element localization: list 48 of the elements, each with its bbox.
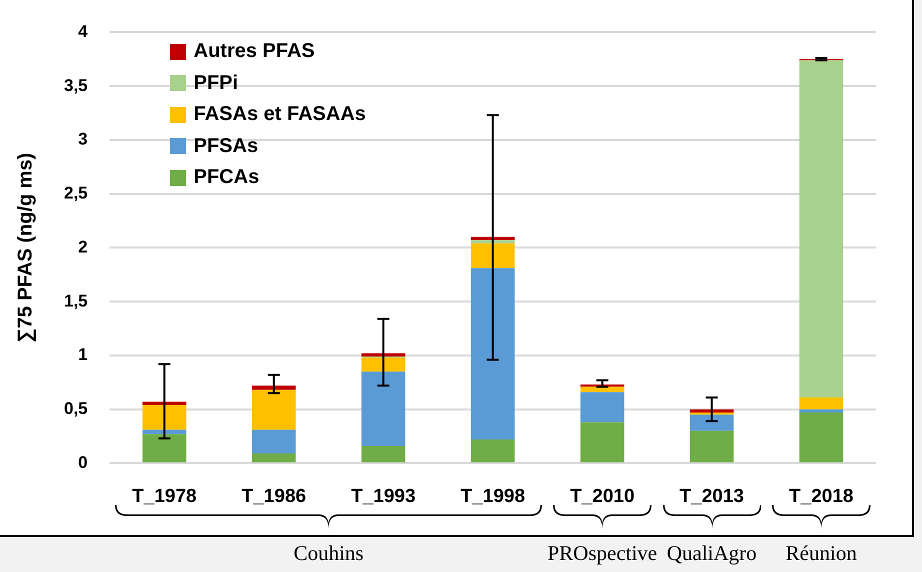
legend-label: PFCAs <box>194 165 260 190</box>
text: PROspective <box>547 541 658 565</box>
bar <box>252 454 296 462</box>
x-tick-label: T_1978 <box>132 486 197 507</box>
y-tick-label: 2,5 <box>64 184 88 203</box>
y-tick-label: 4 <box>78 22 88 41</box>
y-tick-label: 0,5 <box>64 399 88 418</box>
x-tick-label: T_2018 <box>789 486 854 507</box>
bar <box>470 243 515 268</box>
bar <box>470 439 515 462</box>
y-tick-label: 1,5 <box>64 291 88 310</box>
y-axis-title: ∑75 PFAS (ng/g ms) <box>14 152 37 343</box>
bar <box>361 358 406 372</box>
x-tick-label: T_1998 <box>460 486 526 507</box>
y-tick-label: 3 <box>78 130 88 149</box>
y-tick-label: 0 <box>78 452 88 472</box>
bar <box>799 409 844 413</box>
text: QualiAgro <box>666 541 757 565</box>
y-tick-label: 1 <box>78 345 88 364</box>
x-tick-label: T_2010 <box>570 486 635 507</box>
bar <box>580 386 624 392</box>
legend-label: FASAs et FASAAs <box>194 102 366 128</box>
y-tick-label: 3,5 <box>64 76 88 95</box>
text: Réunion <box>786 541 857 565</box>
bar <box>470 240 515 244</box>
bar <box>799 412 844 462</box>
y-tick-label: 2 <box>78 237 88 256</box>
bar <box>470 268 515 440</box>
bar <box>580 392 624 422</box>
bar <box>361 372 406 446</box>
x-tick-label: T_1993 <box>351 486 416 507</box>
legend-label: PFPi <box>194 70 238 96</box>
bar <box>252 390 296 430</box>
bar <box>799 397 844 410</box>
legend-label: PFSAs <box>194 134 258 159</box>
bar <box>361 446 406 462</box>
bar <box>690 414 734 431</box>
text: Couhins <box>292 541 365 566</box>
legend-label: Autres PFAS <box>194 39 315 64</box>
bar <box>252 386 296 390</box>
bar <box>580 422 624 462</box>
bar <box>799 60 844 398</box>
x-tick-label: T_1986 <box>242 486 306 507</box>
bar <box>690 430 734 462</box>
bar <box>142 434 186 462</box>
bar <box>252 430 296 454</box>
x-tick-label: T_2013 <box>680 486 744 507</box>
bar <box>142 405 186 430</box>
